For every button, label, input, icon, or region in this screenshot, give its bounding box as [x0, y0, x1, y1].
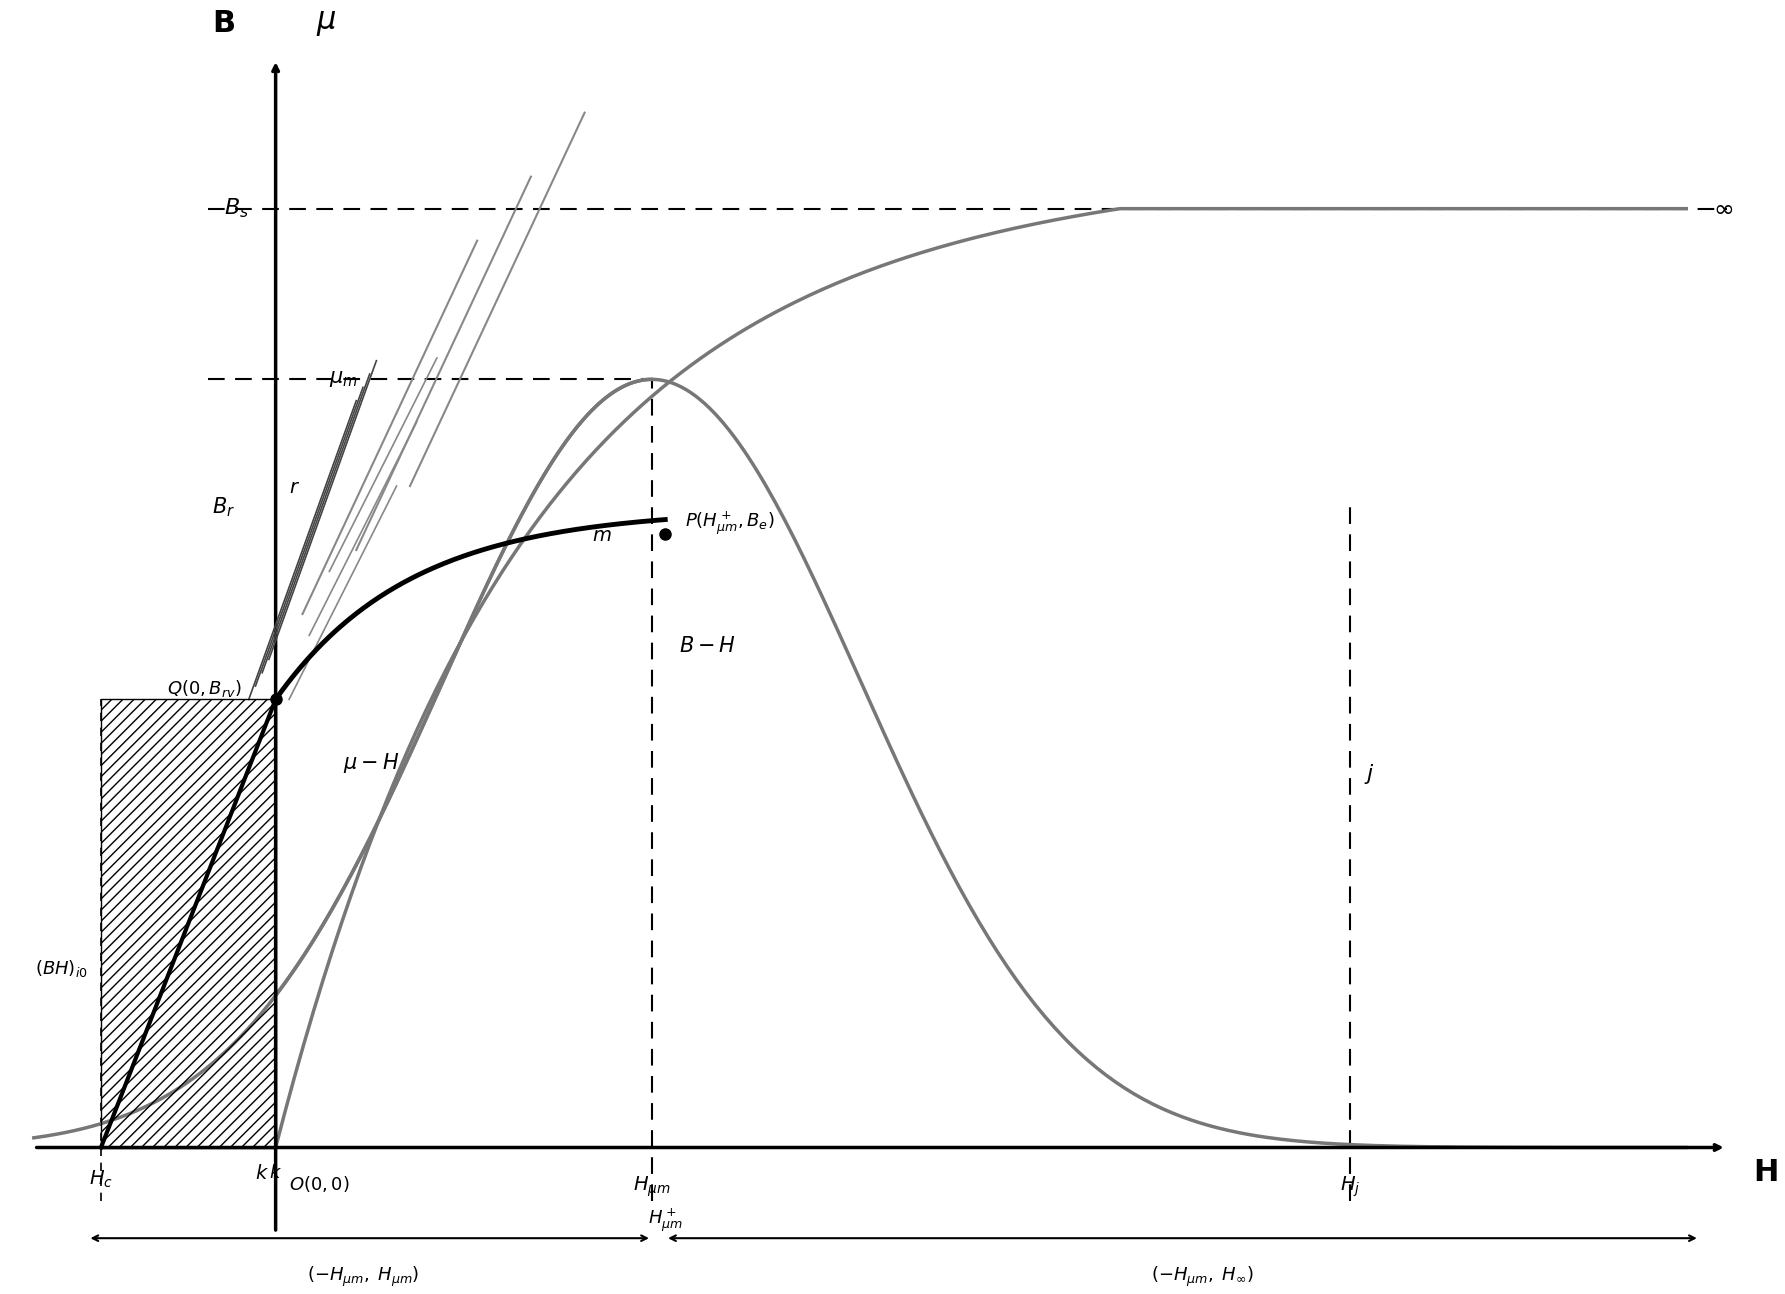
Text: $H_j$: $H_j$ [1341, 1174, 1360, 1198]
Text: $P(H_{\mu m}^+, B_e)$: $P(H_{\mu m}^+, B_e)$ [685, 510, 775, 537]
Text: $B - H$: $B - H$ [678, 637, 735, 656]
Text: $k$: $k$ [255, 1163, 270, 1183]
Bar [102, 700, 275, 1148]
Text: $Q(0,B_{rv})$: $Q(0,B_{rv})$ [168, 678, 243, 699]
Text: $(BH)_{i0}$: $(BH)_{i0}$ [34, 958, 87, 978]
Text: $\mu_m$: $\mu_m$ [330, 369, 359, 389]
Text: $B_r$: $B_r$ [212, 496, 236, 519]
Text: $O(0,0)$: $O(0,0)$ [289, 1174, 350, 1194]
Text: $B_s$: $B_s$ [223, 197, 248, 220]
Text: $\mathbf{B}$: $\mathbf{B}$ [212, 9, 236, 38]
Text: $(-H_{\mu m},\; H_{\infty})$: $(-H_{\mu m},\; H_{\infty})$ [1151, 1264, 1253, 1289]
Text: $\mu$: $\mu$ [316, 9, 336, 38]
Text: $\infty$: $\infty$ [1714, 197, 1733, 221]
Text: $(-H_{\mu m},\; H_{\mu m})$: $(-H_{\mu m},\; H_{\mu m})$ [307, 1264, 419, 1289]
Text: $\mu - H$: $\mu - H$ [343, 752, 400, 775]
Text: $j$: $j$ [1364, 762, 1374, 785]
Text: $H_{\mu m}$: $H_{\mu m}$ [634, 1174, 671, 1198]
Text: $r$: $r$ [289, 477, 300, 497]
Text: $m$: $m$ [593, 525, 612, 545]
Text: $H_{\mu m}^+$: $H_{\mu m}^+$ [648, 1206, 682, 1233]
Text: $H_c$: $H_c$ [89, 1168, 112, 1190]
Text: $\mathbf{H}$: $\mathbf{H}$ [1753, 1158, 1778, 1187]
Text: $k$: $k$ [270, 1163, 282, 1181]
